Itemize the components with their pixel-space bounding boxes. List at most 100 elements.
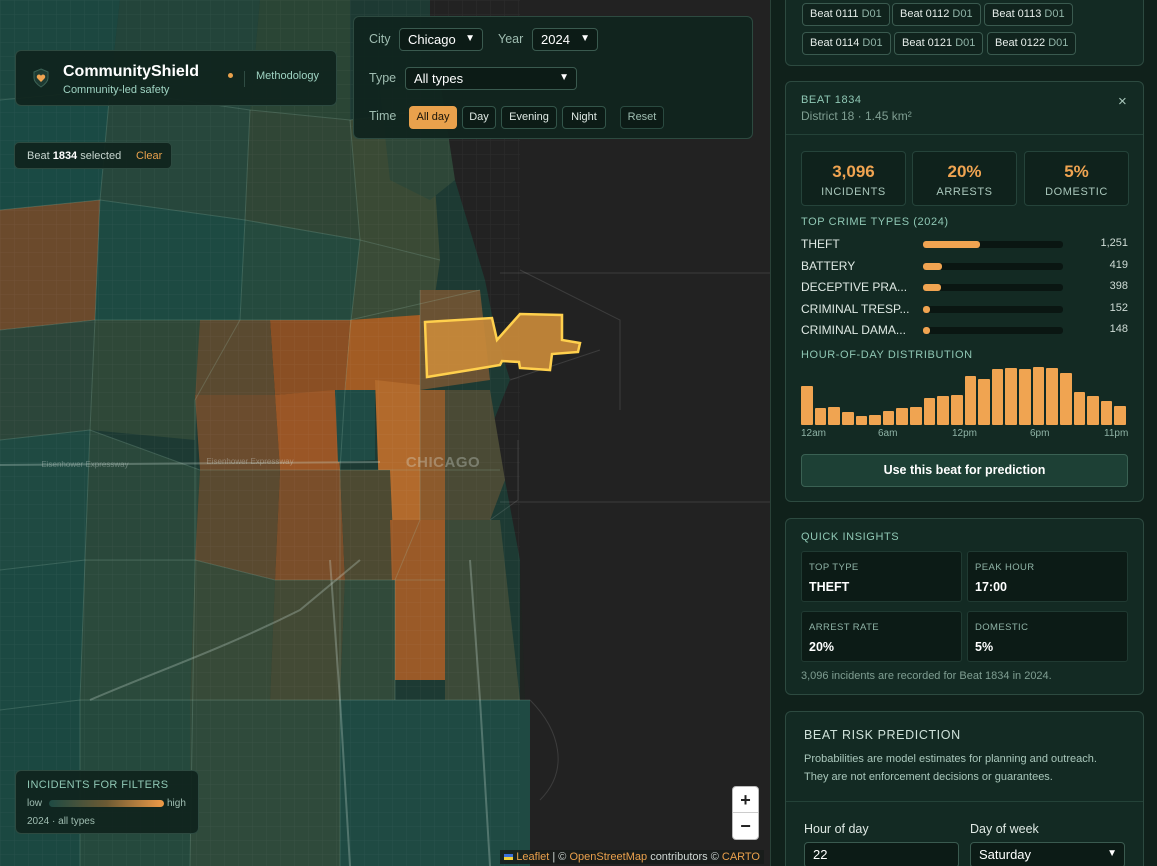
day-of-week-select[interactable]: Saturday ▼ (970, 842, 1125, 866)
city-label: City (369, 32, 391, 46)
osm-link[interactable]: OpenStreetMap (569, 851, 648, 863)
hour-bar-22 (1100, 401, 1113, 425)
map-canvas[interactable]: CHICAGO Eisenhower Expressway Eisenhower… (0, 0, 770, 866)
year-select-value: 2024 (541, 32, 570, 47)
hour-bar-19 (1059, 373, 1072, 425)
city-select[interactable]: Chicago ▼ (399, 28, 483, 51)
selected-beat-id: 1834 (52, 150, 78, 162)
insight-peak-hour: PEAK HOUR 17:00 (967, 551, 1128, 602)
hour-tick-label: 12pm (952, 428, 978, 439)
legend-subtitle: 2024 · all types (27, 816, 95, 827)
insight-arrest-rate: ARREST RATE 20% (801, 611, 962, 662)
hour-bar-15 (1005, 367, 1017, 425)
beat-chip[interactable]: Beat 0111 D01 (802, 3, 890, 26)
legend-low: low (27, 798, 43, 809)
selection-text: Beat 1834 selected (27, 150, 122, 162)
year-select[interactable]: 2024 ▼ (532, 28, 598, 51)
hour-bar-14 (991, 369, 1004, 425)
clear-selection-link[interactable]: Clear (136, 150, 163, 162)
leaflet-link[interactable]: Leaflet (516, 851, 550, 863)
prediction-title: BEAT RISK PREDICTION (804, 728, 961, 742)
insight-domestic: DOMESTIC 5% (967, 611, 1128, 662)
stat-incidents: 3,096 INCIDENTS (801, 151, 906, 206)
crime-type-track (923, 327, 1063, 334)
time-evening-button[interactable]: Evening (501, 106, 557, 129)
crime-type-bar (923, 241, 981, 248)
chevron-down-icon: ▼ (559, 72, 569, 83)
crime-type-bar (923, 327, 930, 334)
selected-beat-1834[interactable] (423, 312, 582, 379)
hour-tick-label: 6am (878, 428, 898, 439)
time-night-button[interactable]: Night (562, 106, 606, 129)
beat-subtitle: District 18 · 1.45 km² (801, 109, 912, 123)
time-label: Time (369, 109, 397, 123)
hour-bar-10 (937, 395, 949, 425)
hour-bar-17 (1032, 366, 1045, 425)
crime-type-count: 152 (1109, 301, 1128, 314)
beat-chip[interactable]: Beat 0114 D01 (802, 32, 891, 55)
beat-chip[interactable]: Beat 0113 D01 (984, 3, 1073, 26)
crime-type-row: CRIMINAL DAMA... 148 (801, 323, 1128, 337)
time-day-button[interactable]: Day (462, 106, 496, 129)
use-beat-for-prediction-button[interactable]: Use this beat for prediction (801, 454, 1128, 487)
stat-domestic: 5% DOMESTIC (1024, 151, 1129, 206)
hour-bar-4 (855, 415, 868, 425)
hour-bar-0 (801, 385, 813, 425)
shield-heart-icon (33, 68, 49, 88)
top-types-title: TOP CRIME TYPES (2024) (801, 216, 949, 228)
zoom-in-button[interactable]: + (733, 787, 758, 813)
crime-type-name: THEFT (801, 237, 840, 251)
hour-bar-7 (896, 408, 908, 425)
close-icon[interactable]: × (1118, 93, 1127, 110)
crime-type-bar (923, 284, 942, 291)
insight-top-type: TOP TYPE THEFT (801, 551, 962, 602)
year-label: Year (498, 32, 524, 46)
crime-type-count: 398 (1109, 280, 1128, 292)
sidebar: Beat 0111 D01 Beat 0112 D01 Beat 0113 D0… (770, 0, 1157, 866)
map-legend: INCIDENTS FOR FILTERS low high 2024 · al… (15, 770, 199, 834)
hour-of-day-input[interactable]: 22 (804, 842, 959, 866)
brand-panel: CommunityShield Community-led safety Met… (15, 50, 337, 106)
type-select-value: All types (414, 71, 464, 86)
hour-bar-20 (1073, 391, 1086, 425)
prediction-desc: Probabilities are model estimates for pl… (804, 753, 1097, 765)
crime-type-track (923, 241, 1063, 248)
selection-pill: Beat 1834 selected Clear (14, 142, 172, 169)
chevron-down-icon: ▼ (465, 33, 475, 44)
chevron-down-icon: ▼ (1107, 848, 1117, 859)
quick-insights-card: QUICK INSIGHTS TOP TYPE THEFT PEAK HOUR 17… (785, 518, 1144, 695)
crime-type-track (923, 305, 1063, 313)
prediction-desc: They are not enforcement decisions or gu… (804, 771, 1053, 783)
crime-type-count: 148 (1109, 323, 1128, 335)
time-all-day-button[interactable]: All day (409, 106, 457, 129)
stat-arrests: 20% ARRESTS (912, 151, 1017, 206)
type-select[interactable]: All types ▼ (405, 67, 577, 90)
crime-type-track (923, 262, 1063, 270)
hour-bar-21 (1087, 395, 1099, 425)
map-attribution: Leaflet | © OpenStreetMap contributors ©… (500, 850, 764, 864)
expressways (0, 461, 491, 866)
crime-type-name: BATTERY (801, 258, 856, 273)
reset-button[interactable]: Reset (620, 106, 664, 129)
legend-high: high (167, 798, 186, 809)
methodology-link[interactable]: Methodology (256, 70, 319, 82)
lake-lines (489, 269, 770, 801)
carto-link[interactable]: CARTO (721, 851, 760, 863)
divider (786, 801, 1143, 802)
hour-bar-11 (950, 394, 963, 425)
hour-chart-title: HOUR-OF-DAY DISTRIBUTION (801, 349, 973, 361)
beat-chip[interactable]: Beat 0122 D01 (987, 32, 1077, 55)
crime-type-row: THEFT 1,251 (801, 237, 1128, 251)
crime-type-row: CRIMINAL TRESP... 152 (801, 302, 1128, 316)
beat-chip[interactable]: Beat 0121 D01 (894, 32, 984, 55)
hour-bar-6 (882, 410, 895, 425)
crime-type-row: DECEPTIVE PRA... 398 (801, 280, 1128, 294)
beat-chip[interactable]: Beat 0112 D01 (892, 3, 981, 26)
brand-name: CommunityShield (63, 63, 200, 80)
city-map-label: CHICAGO (406, 454, 480, 471)
hour-bar-12 (964, 376, 977, 425)
crime-type-count: 419 (1109, 258, 1128, 271)
zoom-out-button[interactable]: − (740, 816, 751, 836)
status-dot (228, 73, 233, 78)
hour-bar-9 (923, 398, 936, 425)
